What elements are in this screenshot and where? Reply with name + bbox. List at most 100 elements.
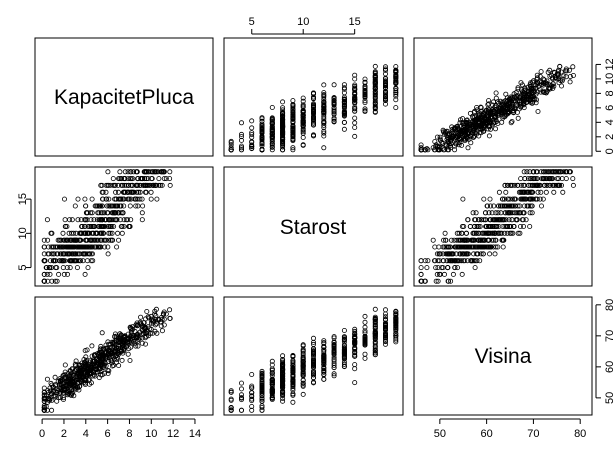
point-kapacitetpluca-vs-visina xyxy=(560,76,566,82)
left-starost-tick-label: 15 xyxy=(17,193,29,205)
point-starost-vs-kapacitetpluca xyxy=(59,258,65,264)
point-starost-vs-visina xyxy=(541,176,547,182)
point-starost-vs-visina xyxy=(504,182,510,188)
point-starost-vs-visina xyxy=(527,223,533,229)
point-starost-vs-visina xyxy=(418,265,424,271)
point-starost-vs-kapacitetpluca xyxy=(52,244,58,250)
point-kapacitetpluca-vs-starost xyxy=(259,139,265,145)
point-visina-vs-kapacitetpluca xyxy=(41,404,47,410)
point-visina-vs-starost xyxy=(300,342,306,348)
point-starost-vs-kapacitetpluca xyxy=(112,196,118,202)
point-kapacitetpluca-vs-starost xyxy=(238,120,244,126)
point-visina-vs-starost xyxy=(310,335,316,341)
point-visina-vs-starost xyxy=(290,376,296,382)
point-visina-vs-kapacitetpluca xyxy=(77,365,83,371)
point-starost-vs-visina xyxy=(525,176,531,182)
point-kapacitetpluca-vs-visina xyxy=(455,137,461,143)
point-kapacitetpluca-vs-visina xyxy=(461,127,467,133)
point-starost-vs-kapacitetpluca xyxy=(77,258,83,264)
point-starost-vs-kapacitetpluca xyxy=(105,251,111,257)
point-visina-vs-kapacitetpluca xyxy=(142,335,148,341)
point-kapacitetpluca-vs-visina xyxy=(541,77,547,83)
point-starost-vs-visina xyxy=(431,258,437,264)
point-kapacitetpluca-vs-starost xyxy=(352,125,358,131)
point-starost-vs-visina xyxy=(543,189,549,195)
point-kapacitetpluca-vs-starost xyxy=(372,80,378,86)
point-visina-vs-starost xyxy=(331,345,337,351)
point-kapacitetpluca-vs-starost xyxy=(362,80,368,86)
point-starost-vs-visina xyxy=(450,251,456,257)
point-kapacitetpluca-vs-starost xyxy=(321,130,327,136)
point-visina-vs-starost xyxy=(372,350,378,356)
point-kapacitetpluca-vs-starost xyxy=(290,147,296,153)
point-starost-vs-kapacitetpluca xyxy=(110,176,116,182)
panel-1-1 xyxy=(34,37,214,157)
point-starost-vs-kapacitetpluca xyxy=(102,244,108,250)
point-visina-vs-kapacitetpluca xyxy=(92,373,98,379)
point-kapacitetpluca-vs-starost xyxy=(331,95,337,101)
point-starost-vs-kapacitetpluca xyxy=(119,230,125,236)
point-visina-vs-starost xyxy=(362,328,368,334)
point-visina-vs-starost xyxy=(290,391,296,397)
point-starost-vs-kapacitetpluca xyxy=(103,189,109,195)
point-starost-vs-kapacitetpluca xyxy=(152,169,158,175)
point-starost-vs-kapacitetpluca xyxy=(71,237,77,243)
point-kapacitetpluca-vs-starost xyxy=(228,142,234,148)
point-visina-vs-starost xyxy=(362,333,368,339)
point-visina-vs-starost xyxy=(393,339,399,345)
point-starost-vs-visina xyxy=(559,182,565,188)
point-visina-vs-kapacitetpluca xyxy=(114,359,120,365)
point-kapacitetpluca-vs-visina xyxy=(475,123,481,129)
point-starost-vs-kapacitetpluca xyxy=(86,244,92,250)
point-starost-vs-visina xyxy=(476,217,482,223)
point-starost-vs-kapacitetpluca xyxy=(107,182,113,188)
point-starost-vs-visina xyxy=(462,258,468,264)
point-kapacitetpluca-vs-visina xyxy=(447,131,453,137)
point-starost-vs-kapacitetpluca xyxy=(139,217,145,223)
point-visina-vs-kapacitetpluca xyxy=(129,340,135,346)
point-starost-vs-visina xyxy=(553,182,559,188)
point-kapacitetpluca-vs-starost xyxy=(238,145,244,151)
point-starost-vs-visina xyxy=(477,258,483,264)
point-starost-vs-kapacitetpluca xyxy=(60,258,66,264)
point-starost-vs-kapacitetpluca xyxy=(49,251,55,257)
point-starost-vs-visina xyxy=(495,203,501,209)
point-starost-vs-visina xyxy=(507,230,513,236)
point-starost-vs-visina xyxy=(500,223,506,229)
point-starost-vs-kapacitetpluca xyxy=(121,203,127,209)
point-kapacitetpluca-vs-starost xyxy=(280,136,286,142)
point-kapacitetpluca-vs-starost xyxy=(280,135,286,141)
diag-label-starost: Starost xyxy=(280,216,347,239)
point-kapacitetpluca-vs-visina xyxy=(447,135,453,141)
point-kapacitetpluca-vs-starost xyxy=(341,111,347,117)
point-starost-vs-kapacitetpluca xyxy=(85,265,91,271)
point-visina-vs-starost xyxy=(290,363,296,369)
point-starost-vs-kapacitetpluca xyxy=(65,271,71,277)
point-starost-vs-kapacitetpluca xyxy=(54,278,60,284)
point-kapacitetpluca-vs-starost xyxy=(382,64,388,70)
point-starost-vs-kapacitetpluca xyxy=(99,182,105,188)
point-kapacitetpluca-vs-starost xyxy=(249,144,255,150)
point-starost-vs-visina xyxy=(434,251,440,257)
point-visina-vs-kapacitetpluca xyxy=(62,362,68,368)
point-kapacitetpluca-vs-visina xyxy=(461,122,467,128)
point-starost-vs-kapacitetpluca xyxy=(161,169,167,175)
point-visina-vs-kapacitetpluca xyxy=(108,354,114,360)
point-visina-vs-starost xyxy=(382,333,388,339)
point-kapacitetpluca-vs-visina xyxy=(433,143,439,149)
point-starost-vs-kapacitetpluca xyxy=(135,203,141,209)
point-starost-vs-kapacitetpluca xyxy=(64,265,70,271)
point-visina-vs-starost xyxy=(372,341,378,347)
point-starost-vs-visina xyxy=(470,237,476,243)
point-kapacitetpluca-vs-starost xyxy=(352,133,358,139)
bottom-kapacitetpluca-tick-label: 2 xyxy=(61,428,67,440)
point-kapacitetpluca-vs-visina xyxy=(467,110,473,116)
point-kapacitetpluca-vs-starost xyxy=(362,83,368,89)
point-kapacitetpluca-vs-starost xyxy=(310,96,316,102)
point-starost-vs-kapacitetpluca xyxy=(83,230,89,236)
point-starost-vs-kapacitetpluca xyxy=(148,196,154,202)
point-starost-vs-visina xyxy=(435,265,441,271)
point-kapacitetpluca-vs-starost xyxy=(238,147,244,153)
point-starost-vs-kapacitetpluca xyxy=(89,196,95,202)
point-kapacitetpluca-vs-visina xyxy=(511,108,517,114)
